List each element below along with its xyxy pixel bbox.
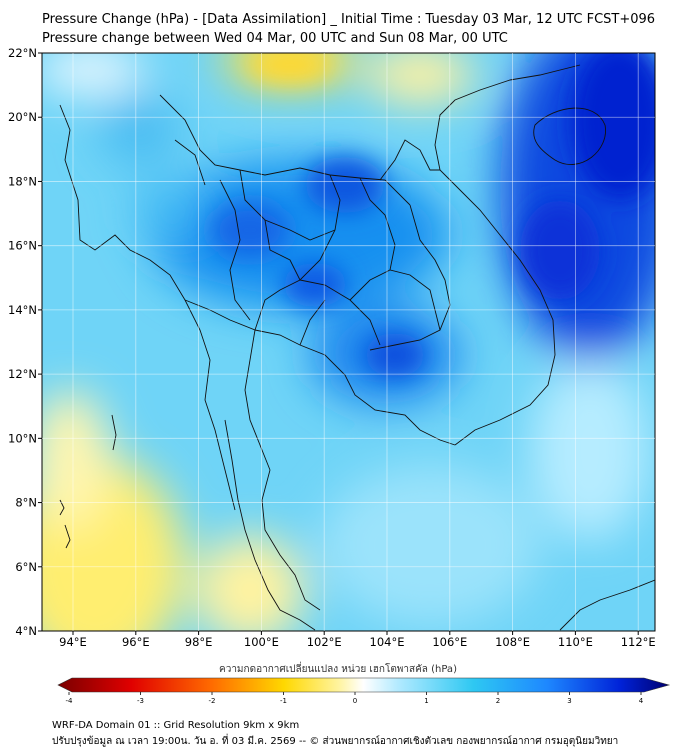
latitude-labels: 22°N 20°N 18°N 16°N 14°N 12°N 10°N 8°N 6°N 4°N xyxy=(8,46,42,638)
colorbar-tick-label: 0 xyxy=(353,697,357,705)
plot-frame xyxy=(41,52,656,632)
footer-credit: ปรับปรุงข้อมูล ณ เวลา 19:00น. วัน อ. ที่… xyxy=(52,736,619,747)
lon-label: 110°E xyxy=(558,635,593,649)
lat-label: 20°N xyxy=(8,110,37,124)
lat-label: 4°N xyxy=(15,624,37,638)
colorbar-tick-label: 3 xyxy=(567,697,571,705)
graticule xyxy=(42,53,655,631)
lon-label: 102°E xyxy=(307,635,342,649)
map-subtitle: Pressure change between Wed 04 Mar, 00 U… xyxy=(42,31,508,46)
longitude-labels: 94°E 96°E 98°E 100°E 102°E 104°E 106°E 108°E 110… xyxy=(59,631,656,649)
colorbar-tick-label: -1 xyxy=(280,697,287,705)
lon-label: 104°E xyxy=(370,635,405,649)
map-title: Pressure Change (hPa) - [Data Assimilati… xyxy=(42,12,656,27)
colorbar-tick-label: 1 xyxy=(424,697,428,705)
lat-label: 16°N xyxy=(8,239,37,253)
colorbar-strip xyxy=(57,677,671,693)
lon-label: 98°E xyxy=(185,635,213,649)
colorbar-tick-label: 4 xyxy=(639,697,644,705)
colorbar-tick-label: -2 xyxy=(209,697,216,705)
lon-label: 106°E xyxy=(432,635,467,649)
colorbar-title: ความกดอากาศเปลี่ยนแปลง หน่วย เฮกโตพาสคัล… xyxy=(219,664,457,675)
coastlines-and-borders xyxy=(59,64,655,631)
lon-label: 96°E xyxy=(122,635,150,649)
colorbar-tick-label: -4 xyxy=(66,697,74,705)
lon-label: 100°E xyxy=(244,635,279,649)
lat-label: 14°N xyxy=(8,303,37,317)
lon-label: 94°E xyxy=(59,635,87,649)
pressure-field xyxy=(42,53,655,631)
colorbar: -4 -3 -2 -1 0 1 2 3 4 xyxy=(57,677,671,705)
lat-label: 12°N xyxy=(8,367,37,381)
lat-label: 6°N xyxy=(15,560,37,574)
lat-label: 18°N xyxy=(8,174,37,188)
colorbar-tick-label: 2 xyxy=(496,697,500,705)
colorbar-tick-label: -3 xyxy=(137,697,144,705)
lat-label: 8°N xyxy=(15,496,37,510)
lat-label: 10°N xyxy=(8,431,37,445)
footer-model-info: WRF-DA Domain 01 :: Grid Resolution 9km … xyxy=(52,720,300,731)
lon-label: 108°E xyxy=(495,635,530,649)
colorbar-ticks: -4 -3 -2 -1 0 1 2 3 4 xyxy=(66,692,644,705)
lat-label: 22°N xyxy=(8,46,37,60)
lon-label: 112°E xyxy=(621,635,656,649)
